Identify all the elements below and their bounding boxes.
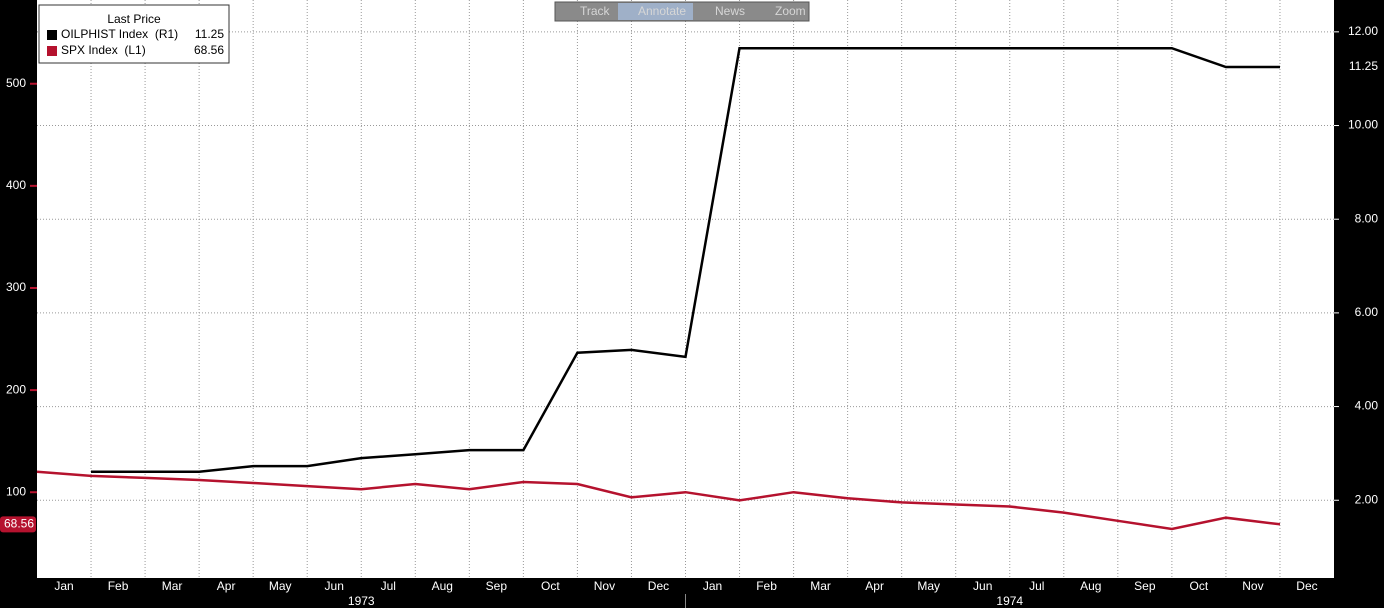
y-tick-label: 500 xyxy=(6,76,26,90)
legend-value: 68.56 xyxy=(194,43,224,57)
x-tick-label: Feb xyxy=(108,579,129,593)
x-tick-label: Mar xyxy=(810,579,831,593)
y-tick-label: 300 xyxy=(6,280,26,294)
x-tick-label: Dec xyxy=(648,579,669,593)
last-value-left: 68.56 xyxy=(4,516,34,530)
x-tick-label: May xyxy=(917,579,940,593)
legend-swatch xyxy=(47,46,57,56)
year-label: 1974 xyxy=(996,594,1023,608)
y-tick-label: 400 xyxy=(6,178,26,192)
legend-value: 11.25 xyxy=(195,27,224,41)
y2-tick-label: 12.00 xyxy=(1348,24,1378,38)
y2-tick-label: 10.00 xyxy=(1348,118,1378,132)
x-tick-label: Jan xyxy=(703,579,722,593)
series-line xyxy=(36,470,1281,531)
y-tick-label: 200 xyxy=(6,382,26,396)
x-tick-label: Oct xyxy=(541,579,560,593)
x-tick-label: Aug xyxy=(432,579,453,593)
x-tick-label: Feb xyxy=(756,579,777,593)
x-tick-label: Sep xyxy=(1134,579,1156,593)
toolbar-button[interactable] xyxy=(755,3,807,20)
last-value-tag xyxy=(0,516,36,533)
toolbar-button[interactable] xyxy=(618,3,693,20)
x-tick-label: May xyxy=(269,579,292,593)
x-tick-label: Jul xyxy=(381,579,396,593)
x-tick-label: Jun xyxy=(973,579,992,593)
x-tick-label: Sep xyxy=(486,579,508,593)
toolbar-label[interactable]: Track xyxy=(580,4,611,18)
last-value-right: 11.25 xyxy=(1349,59,1378,73)
x-tick-label: Apr xyxy=(217,579,236,593)
x-tick-label: Jul xyxy=(1029,579,1044,593)
y2-tick-label: 6.00 xyxy=(1355,305,1379,319)
legend-title: Last Price xyxy=(107,12,161,26)
x-tick-label: Jan xyxy=(54,579,73,593)
legend-label: OILPHIST Index (R1) xyxy=(61,27,178,41)
toolbar-label[interactable]: Annotate xyxy=(638,4,686,18)
x-tick-label: Nov xyxy=(1242,579,1263,593)
y2-tick-label: 8.00 xyxy=(1355,211,1379,225)
year-label: 1973 xyxy=(348,594,375,608)
legend-box xyxy=(38,4,230,64)
toolbar-label[interactable]: Zoom xyxy=(775,4,806,18)
x-tick-label: Nov xyxy=(594,579,615,593)
x-tick-label: Apr xyxy=(865,579,884,593)
legend-swatch xyxy=(47,30,57,40)
series-line xyxy=(91,46,1280,473)
y2-tick-label: 2.00 xyxy=(1355,492,1379,506)
legend-label: SPX Index (L1) xyxy=(61,43,146,57)
x-tick-label: Mar xyxy=(162,579,183,593)
x-tick-label: Aug xyxy=(1080,579,1101,593)
y2-tick-label: 4.00 xyxy=(1355,399,1379,413)
toolbar-button[interactable] xyxy=(560,3,616,20)
toolbar-button[interactable] xyxy=(695,3,753,20)
x-tick-label: Jun xyxy=(325,579,344,593)
y-tick-label: 100 xyxy=(6,484,26,498)
toolbar-label[interactable]: News xyxy=(715,4,745,18)
x-tick-label: Oct xyxy=(1190,579,1209,593)
x-tick-label: Dec xyxy=(1296,579,1317,593)
